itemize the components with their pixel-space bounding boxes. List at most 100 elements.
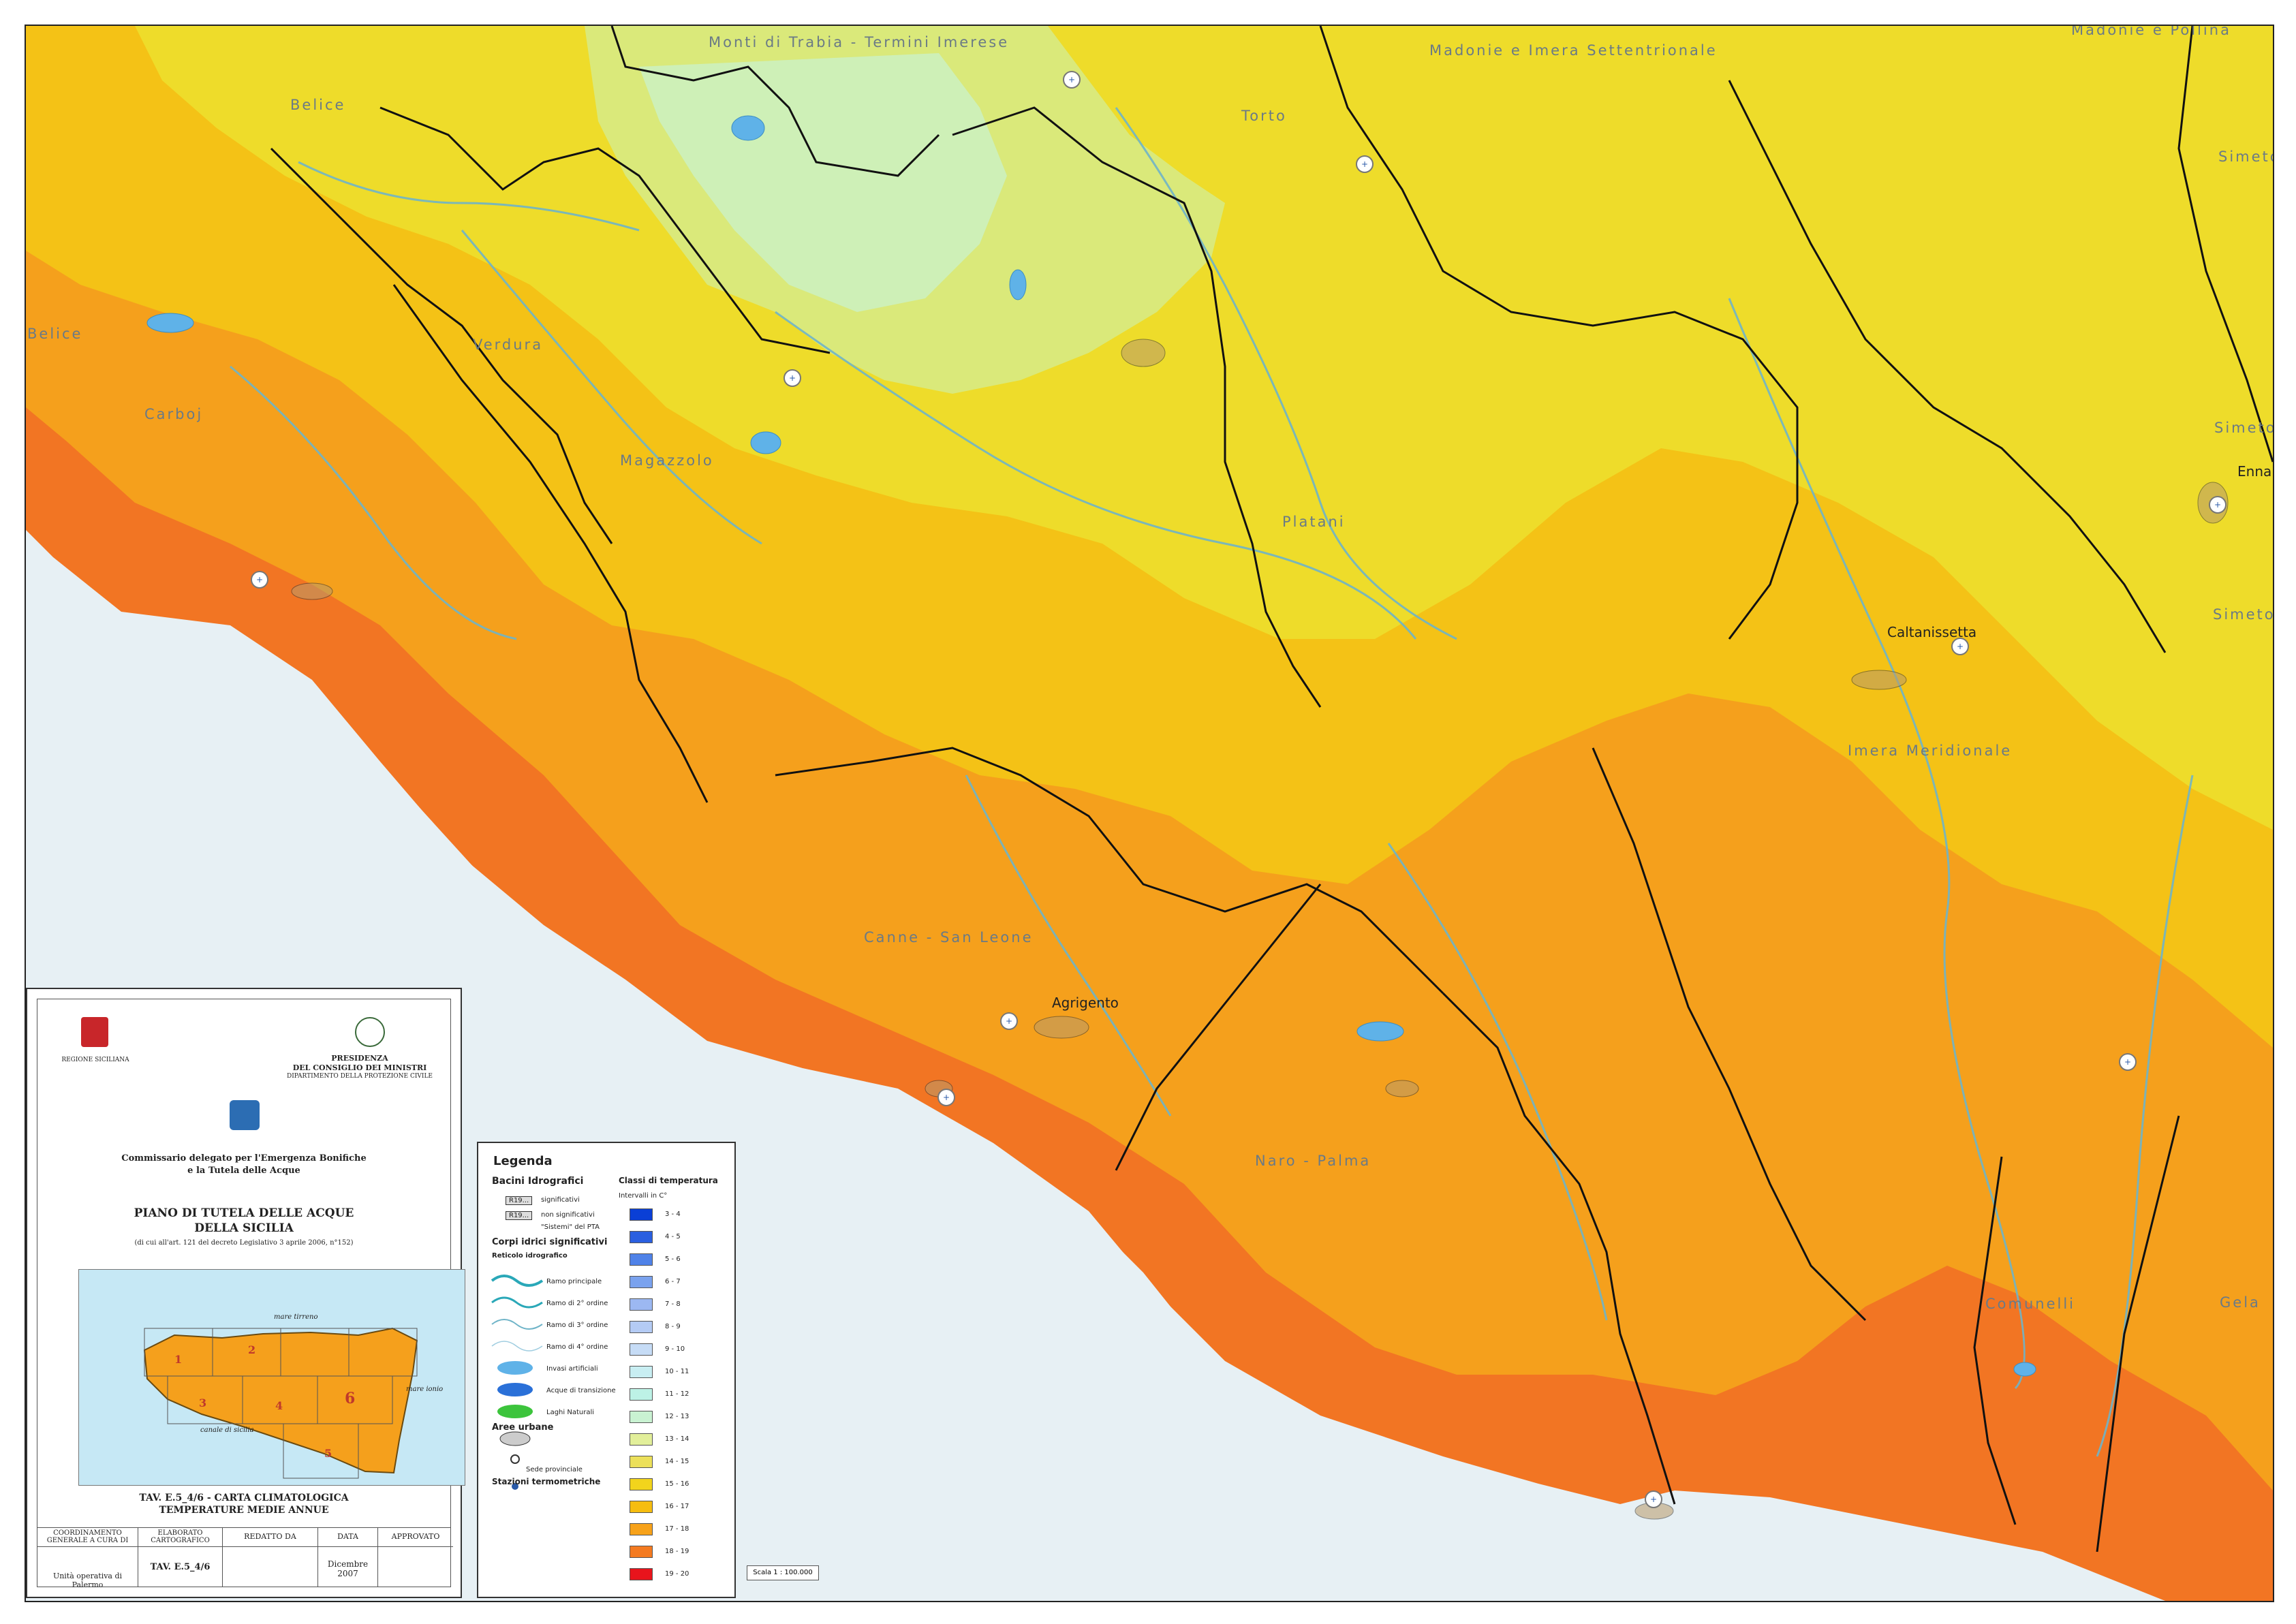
legend: Legenda Bacini Idrografici R19... signif… (477, 1142, 736, 1598)
temp-class-label: 4 - 5 (665, 1233, 681, 1240)
col2-value: TAV. E.5_4/6 (138, 1547, 223, 1587)
commissioner-logo (230, 1100, 260, 1130)
station-marker[interactable]: + (251, 571, 268, 589)
temp-class-label: 3 - 4 (665, 1211, 681, 1218)
inset-sea-north: mare tirreno (274, 1313, 318, 1321)
station-marker[interactable]: + (1645, 1490, 1662, 1508)
inset-number-2: 2 (248, 1343, 256, 1356)
temp-class-swatch (630, 1388, 653, 1401)
plan-title-line2: DELLA SICILIA (194, 1221, 294, 1235)
temp-class-swatch (630, 1501, 653, 1513)
col5-header: APPROVATO (378, 1528, 453, 1547)
legend-sede: Sede provinciale (526, 1466, 583, 1473)
legend-acque-transizione: Acque di transizione (546, 1387, 616, 1394)
station-marker[interactable]: + (1000, 1012, 1018, 1030)
land-zone-coolest (639, 53, 1007, 312)
col1-value: Unità operativa di Palermo (37, 1547, 138, 1589)
commissioner-line1: Commissario delegato per l'Emergenza Bon… (121, 1153, 367, 1164)
station-marker[interactable]: + (1063, 71, 1081, 89)
legend-title: Legenda (493, 1154, 553, 1168)
temp-class-swatch (630, 1298, 653, 1311)
basin-label-belice-north: Belice (290, 97, 346, 113)
station-marker[interactable]: + (784, 369, 801, 387)
basin-label-platani: Platani (1282, 514, 1346, 530)
legend-temp-heading: Classi di temperatura (619, 1176, 718, 1185)
region-logo (81, 1017, 108, 1047)
river-network (230, 107, 2194, 1457)
temp-class-swatch (630, 1253, 653, 1266)
temp-class-swatch (630, 1321, 653, 1333)
republic-emblem (355, 1017, 385, 1047)
temp-class-swatch (630, 1231, 653, 1243)
map-frame[interactable]: Monti di Trabia - Termini Imerese Madoni… (25, 25, 2274, 1602)
basin-label-comunelli: Comunelli (1985, 1296, 2076, 1312)
basin-label-simeto-1: Simeto (2218, 149, 2273, 165)
temp-class-label: 7 - 8 (665, 1300, 681, 1308)
legend-basin-sig: significativi (541, 1196, 580, 1204)
col3-value (223, 1547, 318, 1587)
basin-label-canne-san-leone: Canne - San Leone (864, 929, 1034, 946)
temp-class-swatch (630, 1568, 653, 1580)
commissioner-line2: e la Tutela delle Acque (187, 1166, 300, 1176)
legend-basin-pta: "Sistemi" del PTA (541, 1223, 600, 1231)
temp-class-label: 9 - 10 (665, 1345, 685, 1353)
title-block: REGIONE SICILIANA PRESIDENZA DEL CONSIGL… (26, 988, 465, 1598)
legend-invasi: Invasi artificiali (546, 1365, 598, 1373)
scale-indicator: Scala 1 : 100.000 (747, 1565, 819, 1580)
inset-number-3: 3 (199, 1396, 207, 1409)
presidency-line2: DEL CONSIGLIO DEI MINISTRI (292, 1063, 427, 1072)
legend-basin-code-2: R19... (506, 1211, 533, 1220)
col5-value (378, 1547, 453, 1587)
temp-class-label: 14 - 15 (665, 1458, 689, 1465)
temp-class-swatch (630, 1546, 653, 1558)
basin-borders (270, 26, 2273, 1552)
col4-value: Dicembre 2007 (318, 1547, 378, 1587)
legend-temp-units: Intervalli in C° (619, 1192, 668, 1200)
temp-class-swatch (630, 1343, 653, 1356)
col4-header: DATA (318, 1528, 378, 1547)
temp-class-swatch (630, 1366, 653, 1378)
inset-sea-east: mare ionio (406, 1386, 444, 1393)
sheet-title-line1: TAV. E.5_4/6 - CARTA CLIMATOLOGICA (139, 1493, 349, 1503)
temp-class-label: 18 - 19 (665, 1548, 689, 1555)
col3-header: REDATTO DA (223, 1528, 318, 1547)
station-marker[interactable]: + (937, 1089, 955, 1106)
basin-label-naro-palma: Naro - Palma (1255, 1153, 1371, 1169)
legend-ramo3: Ramo di 3° ordine (546, 1322, 608, 1329)
plan-subtitle: (di cui all'art. 121 del decreto Legisla… (134, 1239, 354, 1247)
temp-class-label: 13 - 14 (665, 1435, 689, 1443)
col2-header: ELABORATO CARTOGRAFICO (138, 1528, 223, 1547)
basin-label-monti-di-trabia: Monti di Trabia - Termini Imerese (709, 34, 1010, 50)
legend-laghi: Laghi Naturali (546, 1409, 595, 1416)
inset-number-5: 5 (324, 1447, 332, 1460)
station-marker[interactable]: + (2119, 1053, 2137, 1071)
legend-ramo2: Ramo di 2° ordine (546, 1300, 608, 1307)
basin-label-imera-meridionale: Imera Meridionale (1848, 743, 2013, 759)
temp-class-label: 8 - 9 (665, 1323, 681, 1330)
temp-class-label: 6 - 7 (665, 1278, 681, 1285)
station-marker[interactable]: + (1356, 155, 1374, 173)
station-marker[interactable]: + (2209, 496, 2227, 514)
legend-stations-heading: Stazioni termometriche (492, 1477, 601, 1486)
temp-class-label: 11 - 12 (665, 1390, 689, 1398)
basin-label-magazzolo: Magazzolo (620, 452, 714, 469)
inset-map: mare tirreno mare ionio canale di sicili… (78, 1269, 465, 1486)
basin-label-madonie-imera: Madonie e Imera Settentrionale (1429, 42, 1718, 59)
temp-class-label: 17 - 18 (665, 1525, 689, 1533)
inset-number-1: 1 (174, 1353, 183, 1366)
station-marker[interactable]: + (1951, 638, 1969, 655)
temp-class-label: 12 - 13 (665, 1413, 689, 1420)
plan-title-line1: PIANO DI TUTELA DELLE ACQUE (134, 1206, 354, 1220)
temp-class-swatch (630, 1276, 653, 1288)
temp-class-swatch (630, 1478, 653, 1490)
col1-header: COORDINAMENTO GENERALE A CURA DI (37, 1528, 138, 1547)
temp-class-label: 10 - 11 (665, 1368, 689, 1375)
legend-basin-nonsig: non significativi (541, 1211, 595, 1219)
legend-symbols (491, 1275, 544, 1490)
basin-label-madonie-pollina: Madonie e Pollina (2071, 25, 2231, 38)
basin-label-verdura: Verdura (473, 337, 544, 353)
temp-class-label: 19 - 20 (665, 1570, 689, 1578)
legend-network-heading: Reticolo idrografico (492, 1252, 568, 1260)
inset-number-4: 4 (275, 1399, 283, 1412)
legend-basins-heading: Bacini Idrografici (492, 1176, 584, 1187)
